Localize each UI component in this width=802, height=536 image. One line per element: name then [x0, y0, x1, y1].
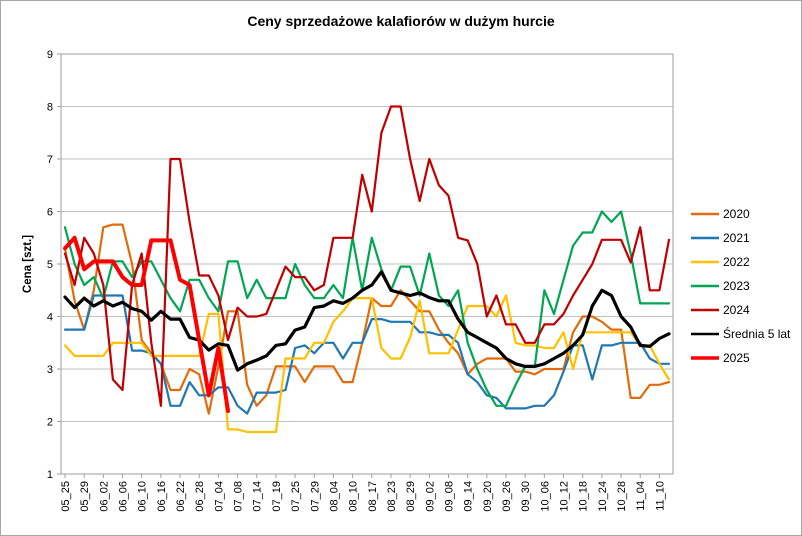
x-tick-label: 07_25: [290, 481, 302, 512]
legend-series-label: Średnia 5 lat: [723, 326, 791, 341]
x-tick-label: 09_30: [520, 481, 532, 512]
x-tick-label: 07_19: [271, 481, 283, 512]
legend-item: 2025: [691, 351, 750, 365]
legend-series-label: 2025: [723, 351, 750, 365]
legend-series-label: 2020: [723, 207, 750, 221]
y-tick-label: 2: [47, 417, 53, 429]
x-tick-label: 07_29: [309, 481, 321, 512]
legend-item: 2021: [691, 231, 750, 245]
x-tick-label: 06_28: [194, 481, 206, 512]
legend: 2020 2021 2022 2023 2024 Średnia 5 lat 2025: [691, 207, 791, 365]
legend-series-label: 2022: [723, 255, 750, 269]
series-line-2024: [63, 105, 671, 407]
x-tick-label: 10_24: [597, 481, 609, 512]
x-tick-label: 07_08: [233, 481, 245, 512]
x-tick-label: 06_16: [156, 481, 168, 512]
x-tick-label: 08_23: [386, 481, 398, 512]
x-tick-label: 06_10: [137, 481, 149, 512]
x-tick-label: 11_04: [635, 481, 647, 511]
x-tick-label: 10_12: [559, 481, 571, 512]
x-tick-label: 09_20: [482, 481, 494, 512]
y-tick-label: 5: [47, 259, 53, 271]
legend-item: 2023: [691, 279, 750, 293]
y-axis-title: Cena [szt.]: [22, 235, 34, 293]
legend-series-label: 2024: [723, 303, 750, 317]
series-lines: [63, 105, 671, 434]
x-tick-label: 05_29: [79, 481, 91, 512]
x-tick-label: 09_02: [424, 481, 436, 512]
y-tick-label: 1: [47, 469, 53, 481]
x-tick-label: 10_06: [539, 481, 551, 512]
y-tick-label: 6: [47, 207, 53, 219]
legend-series-label: 2021: [723, 231, 750, 245]
x-tick-label: 06_02: [98, 481, 110, 512]
axis-labels: 1 2 3 4 5 6 7 8 9 05_25 05_29 06_02 06_06 06_10 06_16 0…: [47, 49, 667, 512]
x-tick-label: 08_04: [328, 481, 340, 512]
series-line-2021: [63, 294, 671, 415]
legend-item: 2024: [691, 303, 750, 317]
series-line-2020: [63, 223, 671, 415]
x-tick-label: 09_14: [463, 481, 475, 512]
y-tick-label: 7: [47, 154, 53, 166]
x-tick-label: 11_10: [654, 481, 666, 511]
y-tick-label: 8: [47, 102, 53, 114]
x-tick-label: 07_04: [213, 481, 225, 512]
x-tick-label: 07_14: [252, 481, 264, 512]
plot-border: [60, 53, 674, 475]
chart-title: Ceny sprzedażowe kalafiorów w dużym hurc…: [247, 13, 555, 29]
legend-series-label: 2023: [723, 279, 750, 293]
x-tick-label: 08_17: [367, 481, 379, 512]
legend-item: Średnia 5 lat: [691, 326, 791, 341]
x-tick-label: 06_22: [175, 481, 187, 512]
y-tick-label: 4: [47, 312, 53, 324]
x-tick-label: 08_10: [348, 481, 360, 512]
x-tick-label: 09_08: [443, 481, 455, 512]
series-line-średnia-5-lat: [63, 270, 671, 372]
y-tick-label: 3: [47, 364, 53, 376]
x-tick-label: 09_26: [501, 481, 513, 512]
x-tick-label: 10_18: [578, 481, 590, 512]
x-tick-label: 10_28: [616, 481, 628, 512]
x-tick-label: 08_29: [405, 481, 417, 512]
series-line-2025: [63, 235, 230, 413]
x-tick-label: 06_06: [118, 481, 130, 512]
x-tick-label: 05_25: [60, 481, 72, 512]
legend-item: 2020: [691, 207, 750, 221]
axes: [57, 53, 674, 478]
legend-item: 2022: [691, 255, 750, 269]
y-tick-label: 9: [47, 49, 53, 61]
